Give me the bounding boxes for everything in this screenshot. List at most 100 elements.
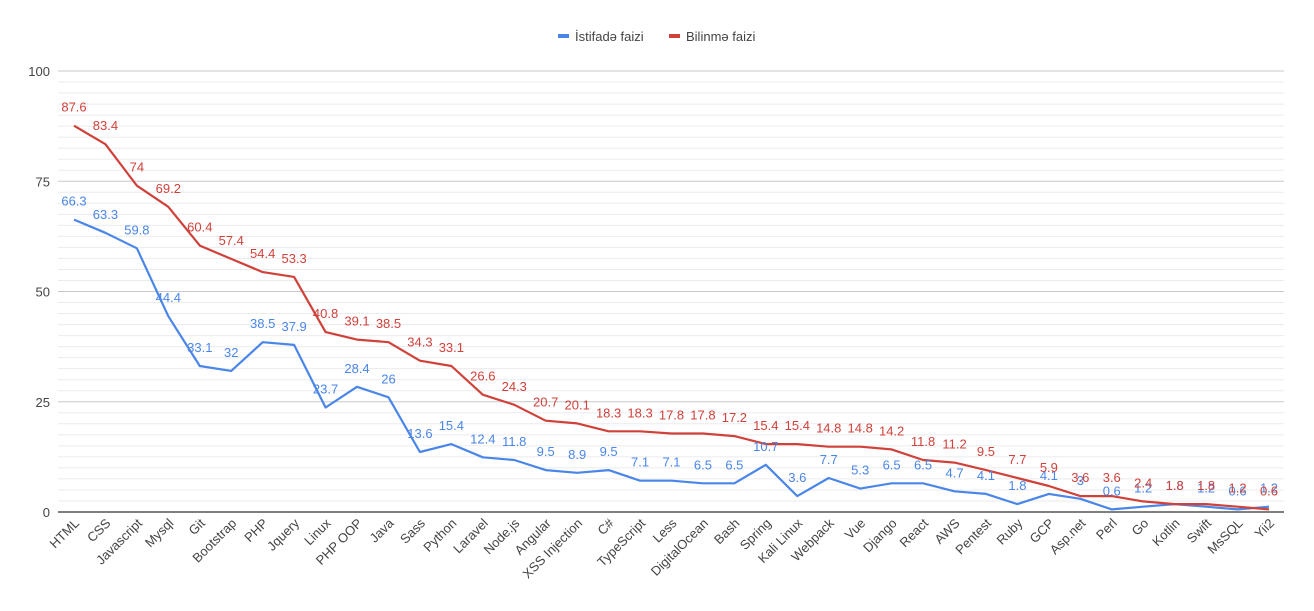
- x-tick-label: Java: [367, 515, 398, 546]
- series-line-istifade: [73, 218, 1270, 511]
- data-label: 1.2: [1229, 481, 1247, 496]
- data-label: 1.8: [1008, 478, 1026, 493]
- data-label: 24.3: [502, 379, 527, 394]
- data-label: 39.1: [344, 314, 369, 329]
- data-label: 13.6: [407, 426, 432, 441]
- data-label: 3.6: [788, 470, 806, 485]
- y-tick-label: 50: [36, 285, 50, 300]
- x-tick-label: Jquery: [264, 515, 303, 554]
- data-label: 40.8: [313, 306, 338, 321]
- data-label: 0.6: [1103, 483, 1121, 498]
- data-label: 66.3: [61, 194, 86, 209]
- data-label: 3.6: [1103, 470, 1121, 485]
- data-label: 7.7: [1008, 452, 1026, 467]
- data-label: 14.2: [879, 423, 904, 438]
- data-label: 33.1: [187, 340, 212, 355]
- data-label: 23.7: [313, 381, 338, 396]
- data-label: 15.4: [439, 418, 464, 433]
- x-tick-label: Django: [860, 516, 900, 556]
- data-label: 1.8: [1197, 478, 1215, 493]
- data-label: 9.5: [977, 444, 995, 459]
- legend-label: Bilinmə faizi: [686, 29, 755, 44]
- data-label: 4.1: [1040, 468, 1058, 483]
- data-label: 1.8: [1166, 478, 1184, 493]
- data-label: 53.3: [281, 251, 306, 266]
- data-label: 38.5: [250, 316, 275, 331]
- data-label: 15.4: [785, 418, 810, 433]
- data-label: 5.3: [851, 463, 869, 478]
- data-label: 38.5: [376, 316, 401, 331]
- data-label: 7.7: [820, 452, 838, 467]
- y-tick-label: 100: [28, 64, 50, 79]
- data-label: 59.8: [124, 222, 149, 237]
- x-tick-label: Yii2: [1252, 516, 1278, 542]
- x-tick-label: Ruby: [993, 515, 1025, 547]
- data-label: 17.8: [690, 408, 715, 423]
- data-label: 11.8: [911, 434, 935, 449]
- data-label: 18.3: [627, 405, 652, 420]
- data-label: 0.6: [1229, 483, 1247, 498]
- data-label: 7.1: [631, 455, 649, 470]
- data-label: 20.1: [565, 397, 590, 412]
- y-tick-label: 75: [36, 174, 50, 189]
- data-label: 69.2: [156, 181, 181, 196]
- data-label: 1.8: [1166, 478, 1184, 493]
- series-line-bilinme: [73, 124, 1270, 511]
- data-label: 6.5: [914, 457, 932, 472]
- x-tick-label: Git: [186, 515, 209, 538]
- data-label: 26: [381, 371, 395, 386]
- data-label: 8.9: [568, 447, 586, 462]
- data-label: 54.4: [250, 246, 275, 261]
- data-label: 10.7: [753, 439, 778, 454]
- y-tick-label: 25: [36, 395, 50, 410]
- data-label: 9.5: [600, 444, 618, 459]
- data-label: 6.5: [725, 457, 743, 472]
- data-label: 44.4: [156, 290, 181, 305]
- x-tick-label: C#: [594, 515, 617, 538]
- x-tick-label: HTML: [46, 516, 82, 552]
- data-label: 34.3: [407, 335, 432, 350]
- data-label: 2.4: [1134, 475, 1152, 490]
- data-label: 0.6: [1260, 483, 1278, 498]
- x-tick-label: Asp.net: [1047, 515, 1089, 557]
- data-label: 37.9: [281, 319, 306, 334]
- y-tick-label: 0: [43, 505, 50, 520]
- x-tick-label: DigitalOcean: [648, 516, 711, 579]
- data-label: 83.4: [93, 118, 118, 133]
- data-label: 17.8: [659, 408, 684, 423]
- legend[interactable]: İstifadə faizi Bilinmə faizi: [558, 29, 755, 44]
- data-label: 26.6: [470, 369, 495, 384]
- x-tick-label: Go: [1128, 516, 1151, 539]
- data-label: 28.4: [344, 361, 369, 376]
- data-label: 6.5: [694, 457, 712, 472]
- data-label: 6.5: [883, 457, 901, 472]
- data-label: 1.2: [1197, 481, 1215, 496]
- x-tick-label: Perl: [1093, 515, 1120, 542]
- data-label: 57.4: [219, 233, 244, 248]
- data-label: 17.2: [722, 410, 747, 425]
- data-label: 11.8: [502, 434, 526, 449]
- series-lines: [73, 124, 1270, 511]
- data-label: 1.2: [1134, 481, 1152, 496]
- legend-label: İstifadə faizi: [575, 29, 644, 44]
- data-label: 33.1: [439, 340, 464, 355]
- x-tick-label: Mysql: [142, 515, 177, 550]
- gridlines: [58, 70, 1284, 513]
- x-tick-label: MsSQL: [1204, 516, 1245, 557]
- data-label: 87.6: [61, 100, 86, 115]
- data-label: 12.4: [470, 431, 495, 446]
- x-tick-label: Pentest: [952, 515, 994, 557]
- data-label: 74: [130, 160, 144, 175]
- data-label: 14.8: [848, 421, 873, 436]
- data-label: 20.7: [533, 395, 558, 410]
- legend-swatch: [558, 34, 569, 38]
- data-label: 63.3: [93, 207, 118, 222]
- x-tick-label: Vue: [842, 516, 869, 543]
- data-label: 5.9: [1040, 460, 1058, 475]
- legend-swatch: [669, 34, 680, 38]
- data-label: 14.8: [816, 421, 841, 436]
- data-label: 3: [1077, 473, 1084, 488]
